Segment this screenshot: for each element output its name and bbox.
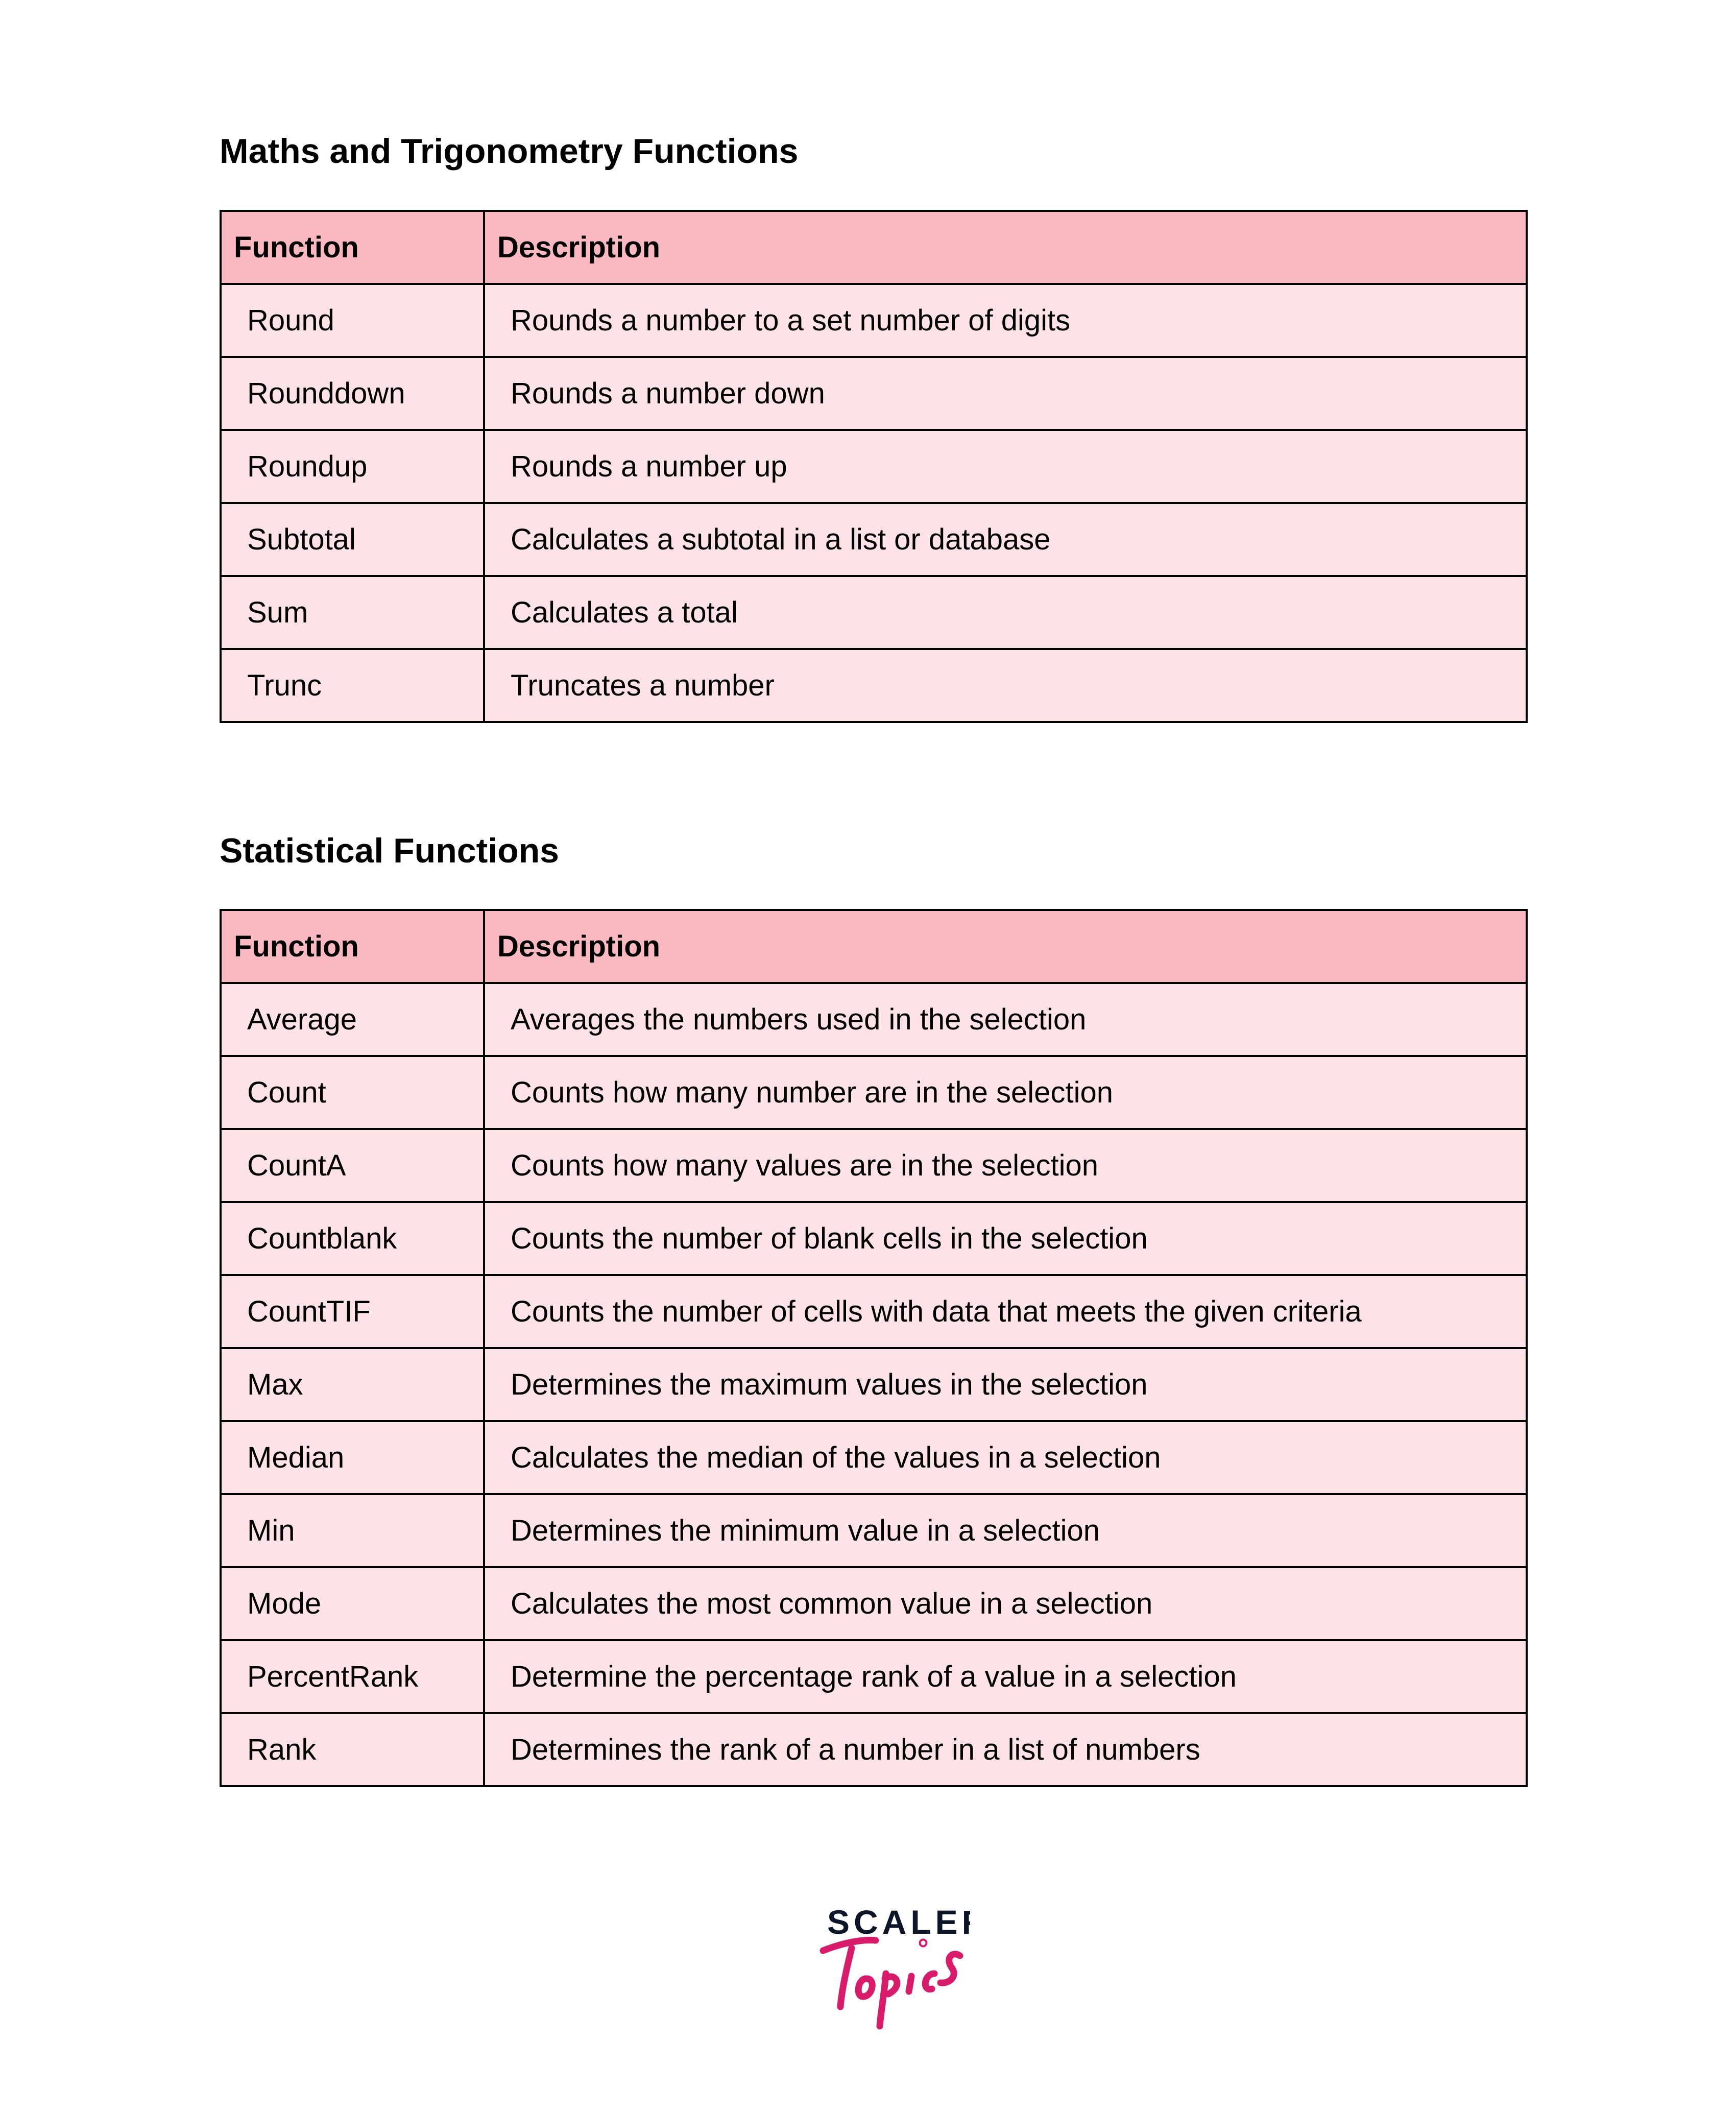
table-row: Countblank Counts the number of blank cel… xyxy=(220,1201,1528,1276)
table-row: Trunc Truncates a number xyxy=(220,648,1528,723)
function-name-cell: Roundup xyxy=(220,429,485,504)
table-row: CountTIF Counts the number of cells with … xyxy=(220,1274,1528,1349)
table-row: CountA Counts how many values are in the … xyxy=(220,1128,1528,1203)
description-cell: Calculates a subtotal in a list or datab… xyxy=(483,502,1528,577)
function-name-cell: CountTIF xyxy=(220,1274,485,1349)
description-cell: Determines the rank of a number in a lis… xyxy=(483,1712,1528,1787)
description-cell: Counts the number of blank cells in the … xyxy=(483,1201,1528,1276)
column-header-function: Function xyxy=(220,210,485,285)
description-cell: Truncates a number xyxy=(483,648,1528,723)
function-name-cell: Mode xyxy=(220,1566,485,1641)
section-title-statistical: Statistical Functions xyxy=(220,831,559,870)
function-name-cell: Rounddown xyxy=(220,356,485,431)
description-cell: Calculates a total xyxy=(483,575,1528,650)
description-cell: Averages the numbers used in the selecti… xyxy=(483,982,1528,1057)
description-cell: Counts how many values are in the select… xyxy=(483,1128,1528,1203)
function-name-cell: Count xyxy=(220,1055,485,1130)
function-name-cell: Round xyxy=(220,283,485,358)
table-row: Subtotal Calculates a subtotal in a list … xyxy=(220,502,1528,577)
description-cell: Rounds a number up xyxy=(483,429,1528,504)
description-cell: Rounds a number down xyxy=(483,356,1528,431)
function-name-cell: Median xyxy=(220,1420,485,1495)
table-row: Average Averages the numbers used in the … xyxy=(220,982,1528,1057)
section-title-maths: Maths and Trigonometry Functions xyxy=(220,132,799,171)
table-row: Count Counts how many number are in the s… xyxy=(220,1055,1528,1130)
function-name-cell: Average xyxy=(220,982,485,1057)
logo-topics-script xyxy=(819,1936,963,2030)
column-header-description: Description xyxy=(483,909,1528,984)
table-row: Roundup Rounds a number up xyxy=(220,429,1528,504)
description-cell: Rounds a number to a set number of digit… xyxy=(483,283,1528,358)
description-cell: Determines the minimum value in a select… xyxy=(483,1493,1528,1568)
function-name-cell: Subtotal xyxy=(220,502,485,577)
table-row: Median Calculates the median of the value… xyxy=(220,1420,1528,1495)
description-cell: Calculates the most common value in a se… xyxy=(483,1566,1528,1641)
table-row: Rounddown Rounds a number down xyxy=(220,356,1528,431)
function-name-cell: Countblank xyxy=(220,1201,485,1276)
description-cell: Calculates the median of the values in a… xyxy=(483,1420,1528,1495)
logo-scaler-text: SCALER xyxy=(827,1903,970,1941)
description-cell: Counts the number of cells with data tha… xyxy=(483,1274,1528,1349)
function-name-cell: Min xyxy=(220,1493,485,1568)
column-header-function: Function xyxy=(220,909,485,984)
table-row: Rank Determines the rank of a number in a… xyxy=(220,1712,1528,1787)
function-name-cell: PercentRank xyxy=(220,1639,485,1714)
table-row: Mode Calculates the most common value in … xyxy=(220,1566,1528,1641)
column-header-description: Description xyxy=(483,210,1528,285)
function-name-cell: Trunc xyxy=(220,648,485,723)
scaler-topics-logo: SCALER xyxy=(819,1903,970,2030)
function-name-cell: Sum xyxy=(220,575,485,650)
table-row: Min Determines the minimum value in a sel… xyxy=(220,1493,1528,1568)
description-cell: Determine the percentage rank of a value… xyxy=(483,1639,1528,1714)
table-row: PercentRank Determine the percentage rank… xyxy=(220,1639,1528,1714)
description-cell: Counts how many number are in the select… xyxy=(483,1055,1528,1130)
table-row: Max Determines the maximum values in the … xyxy=(220,1347,1528,1422)
table-header-row: Function Description xyxy=(220,210,1528,285)
description-cell: Determines the maximum values in the sel… xyxy=(483,1347,1528,1422)
function-name-cell: Rank xyxy=(220,1712,485,1787)
function-name-cell: Max xyxy=(220,1347,485,1422)
maths-functions-table: Function Description Round Rounds a numbe… xyxy=(220,210,1528,723)
statistical-functions-table: Function Description Average Averages the… xyxy=(220,909,1528,1787)
table-header-row: Function Description xyxy=(220,909,1528,984)
function-name-cell: CountA xyxy=(220,1128,485,1203)
table-row: Round Rounds a number to a set number of … xyxy=(220,283,1528,358)
table-row: Sum Calculates a total xyxy=(220,575,1528,650)
